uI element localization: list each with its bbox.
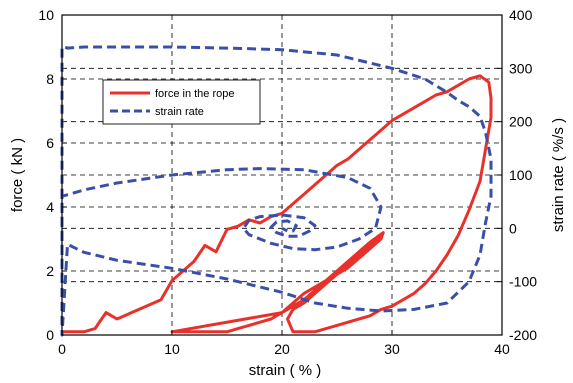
plot-border [61,14,503,336]
y-left-tick-label: 6 [46,135,54,151]
y-left-tick-label: 0 [46,327,54,343]
x-tick-label: 0 [58,341,66,357]
y-left-tick-label: 10 [38,7,54,23]
series-line-force [62,74,493,334]
y-right-tick-label: 400 [509,7,533,23]
y-right-tick-label: 100 [509,167,533,183]
legend: force in the rope strain rate [102,79,261,125]
y-axis-right-label: strain rate ( %/s ) [550,118,567,232]
y-right-tick-label: -100 [509,274,537,290]
y-right-tick-label: 300 [509,60,533,76]
y-left-tick-label: 4 [46,199,54,215]
y-right-tick-label: 0 [509,220,517,236]
y-axis-left-label: force ( kN ) [9,138,26,212]
x-tick-label: 10 [164,341,180,357]
legend-label-strain-rate: strain rate [155,106,204,118]
x-tick-label: 20 [274,341,290,357]
legend-label-force: force in the rope [155,88,235,100]
x-tick-label: 30 [384,341,400,357]
plot-frame [61,14,503,336]
x-tick-label: 40 [494,341,510,357]
grid [62,15,502,335]
y-left-tick-label: 8 [46,71,54,87]
y-left-tick-label: 2 [46,263,54,279]
x-axis-label: strain ( % ) [249,362,322,379]
y-right-tick-label: 200 [509,114,533,130]
y-right-tick-label: -200 [509,327,537,343]
legend-box [102,79,261,125]
